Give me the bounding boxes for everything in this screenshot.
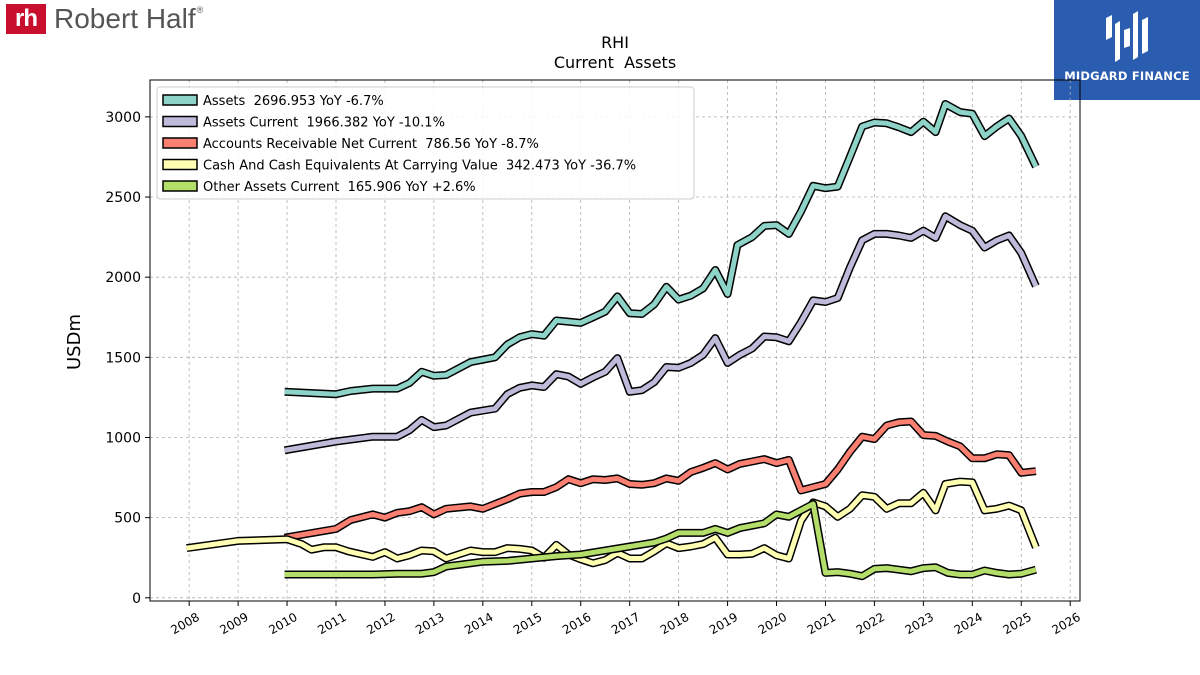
legend-swatch: [162, 158, 198, 171]
midgard-finance-wordmark: MIDGARD FINANCE: [1064, 69, 1190, 83]
plot-frame: [149, 79, 1081, 602]
legend-box: [156, 86, 695, 200]
robert-half-logo: rh Robert Half®: [6, 3, 203, 35]
x-tick-label: 2019: [707, 610, 740, 637]
x-tick-label: 2020: [756, 610, 789, 637]
y-axis-ticks: 0 500 1000 1500 2000 2500 3000: [105, 110, 150, 607]
chart-title: RHI: [601, 33, 629, 52]
x-tick-label: 2011: [315, 610, 348, 637]
series-line-1: [283, 212, 1040, 455]
y-tick-label: 2000: [105, 270, 141, 286]
x-tick-label: 2010: [266, 610, 299, 637]
legend-item: Accounts Receivable Net Current 786.56 Y…: [162, 137, 539, 152]
chart-subtitle: Current Assets: [554, 53, 676, 72]
x-tick-label: 2008: [168, 610, 201, 637]
legend-swatch: [162, 94, 198, 106]
legend-swatch: [162, 180, 198, 192]
series-line-2: [283, 417, 1037, 542]
legend-label: Other Assets Current 165.906 YoY +2.6%: [203, 180, 476, 195]
legend-item: Other Assets Current 165.906 YoY +2.6%: [162, 180, 476, 195]
series-stroke: [186, 479, 1039, 566]
y-tick-label: 500: [114, 511, 141, 527]
y-tick-label: 2500: [105, 190, 141, 206]
legend-item: Assets 2696.953 YoY -6.7%: [162, 94, 384, 109]
y-axis-label: USDm: [64, 314, 85, 370]
robert-half-logo-text: Robert Half®: [54, 3, 203, 35]
x-tick-label: 2013: [413, 610, 446, 637]
robert-half-logo-mark: rh: [6, 4, 46, 34]
y-tick-label: 0: [132, 591, 141, 607]
series-stroke: [284, 419, 1037, 541]
y-tick-label: 1500: [105, 350, 141, 366]
x-tick-label: 2015: [511, 610, 544, 637]
midgard-emblem-icon: [1106, 11, 1148, 62]
legend-item: Assets Current 1966.382 YoY -10.1%: [162, 115, 445, 131]
x-tick-label: 2012: [364, 610, 397, 637]
x-tick-label: 2017: [609, 610, 642, 637]
x-tick-label: 2022: [854, 610, 887, 637]
legend-swatch: [162, 115, 198, 128]
x-tick-label: 2014: [462, 610, 495, 637]
legend-label: Cash And Cash Equivalents At Carrying Va…: [203, 159, 636, 174]
legend-item: Cash And Cash Equivalents At Carrying Va…: [162, 158, 636, 174]
x-axis-ticks: 2008 2009 2010 2011 2012 2013 2014 2015 2016 2017…: [168, 601, 1083, 637]
legend-swatch: [162, 137, 198, 149]
x-tick-label: 2025: [1001, 610, 1034, 637]
y-tick-label: 1000: [105, 430, 141, 446]
registered-mark: ®: [196, 5, 204, 15]
legend-label: Accounts Receivable Net Current 786.56 Y…: [203, 137, 539, 152]
robert-half-wordmark: Robert Half: [54, 3, 196, 34]
x-tick-label: 2009: [217, 610, 250, 637]
series-stroke: [284, 213, 1039, 453]
legend-label: Assets 2696.953 YoY -6.7%: [203, 94, 384, 109]
x-tick-label: 2026: [1049, 610, 1082, 637]
x-tick-label: 2024: [952, 610, 985, 637]
x-tick-label: 2021: [805, 610, 838, 637]
series-lines: [186, 100, 1040, 581]
x-tick-label: 2023: [903, 610, 936, 637]
series-stroke: [284, 101, 1039, 397]
legend-label: Assets Current 1966.382 YoY -10.1%: [203, 116, 445, 131]
series-line-4: [284, 500, 1037, 581]
x-tick-label: 2018: [658, 610, 691, 637]
x-tick-label: 2016: [560, 610, 593, 637]
y-tick-label: 3000: [105, 110, 141, 126]
series-line-0: [284, 100, 1040, 399]
series-stroke: [284, 501, 1037, 579]
legend: Assets 2696.953 YoY -6.7% Assets Current …: [156, 86, 695, 200]
series-line-3: [186, 477, 1040, 568]
midgard-finance-logo: MIDGARD FINANCE: [1054, 0, 1200, 100]
